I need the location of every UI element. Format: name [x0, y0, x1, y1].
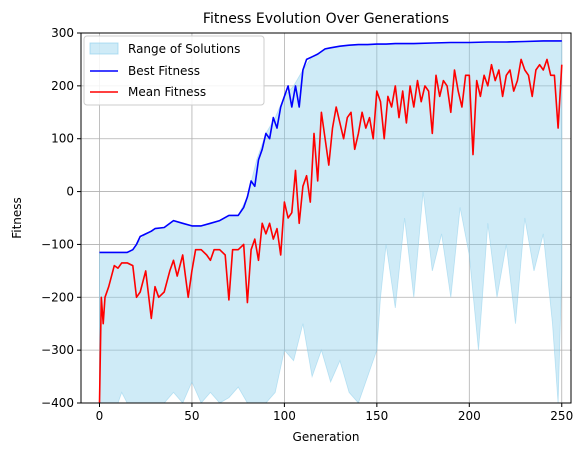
- chart-title: Fitness Evolution Over Generations: [203, 11, 449, 27]
- y-tick-label: 300: [51, 26, 74, 40]
- y-tick-label: −100: [41, 237, 74, 251]
- y-axis-title: Fitness: [10, 197, 24, 239]
- y-tick-label: −200: [41, 290, 74, 304]
- legend-label-mean: Mean Fitness: [128, 85, 206, 99]
- legend-label-best: Best Fitness: [128, 64, 200, 78]
- plot-frame: [80, 32, 572, 404]
- x-tick-label: 0: [96, 409, 104, 423]
- x-tick-label: 200: [458, 409, 481, 423]
- legend-swatch-range: [89, 42, 119, 55]
- best-fitness-line: [99, 40, 562, 254]
- y-tick-label: −300: [41, 343, 74, 357]
- x-axis-ticks: 0 50 100 150 200 250: [96, 403, 573, 423]
- x-axis-title: Generation: [293, 430, 360, 444]
- legend-label-range: Range of Solutions: [128, 42, 240, 56]
- x-tick-label: 250: [550, 409, 573, 423]
- x-tick-label: 50: [184, 409, 199, 423]
- y-tick-label: 0: [66, 185, 74, 199]
- x-tick-label: 100: [273, 409, 296, 423]
- y-axis-ticks: −400 −300 −200 −100 0 100 200 300: [41, 26, 81, 410]
- x-tick-label: 150: [365, 409, 388, 423]
- series-lines-layer: [98, 40, 563, 403]
- mean-fitness-line: [98, 58, 563, 403]
- y-tick-label: 200: [51, 79, 74, 93]
- y-tick-label: 100: [51, 132, 74, 146]
- legend: Range of Solutions Best Fitness Mean Fit…: [83, 35, 265, 106]
- y-tick-label: −400: [41, 396, 74, 410]
- legend-frame: [83, 35, 265, 106]
